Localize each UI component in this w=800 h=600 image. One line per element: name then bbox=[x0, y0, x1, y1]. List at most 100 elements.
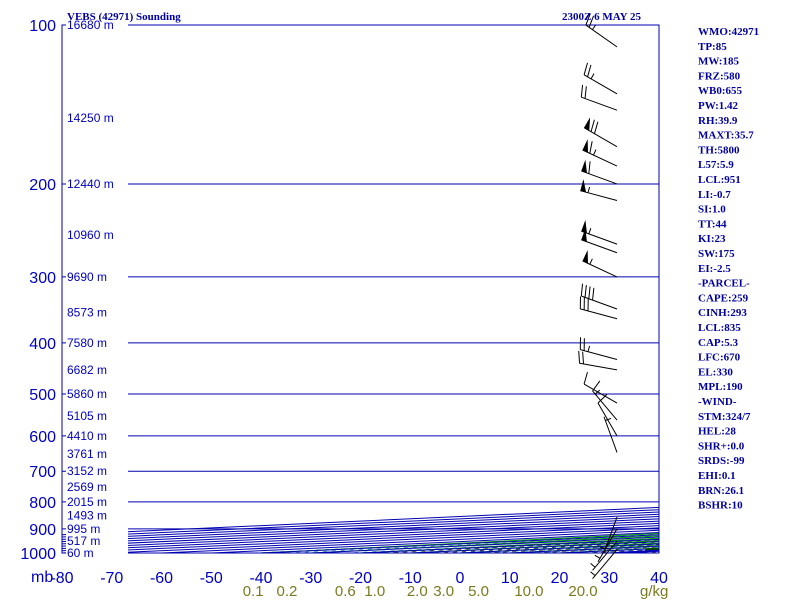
temperature-tick-label: -20 bbox=[349, 570, 372, 587]
pressure-unit-label: mb bbox=[31, 569, 53, 586]
sounding-parameters-panel: WMO:42971 TP:85 MW:185 FRZ:580 WB0:655 PW:1.4… bbox=[698, 26, 759, 512]
wind-barb-half-feather bbox=[587, 345, 591, 352]
mixing-ratio-tick-label: 3.0 bbox=[433, 583, 454, 600]
wind-barb-staff bbox=[583, 127, 618, 148]
wind-barb-half-feather bbox=[592, 24, 597, 30]
height-label-bg bbox=[66, 305, 128, 319]
wind-barb-half-feather bbox=[590, 571, 596, 576]
wind-barb-staff bbox=[582, 149, 618, 167]
wind-barb bbox=[581, 159, 618, 185]
height-label: 995 m bbox=[67, 522, 100, 536]
wind-barb-staff bbox=[582, 260, 618, 278]
wind-barb bbox=[580, 283, 618, 310]
height-label-bg bbox=[66, 521, 128, 535]
wind-barb bbox=[580, 84, 618, 111]
mixing-ratio-tick-label: 2.0 bbox=[407, 583, 428, 600]
wind-barb bbox=[582, 249, 618, 278]
wind-barb-staff bbox=[580, 190, 618, 202]
sounding-parameter: L57:5.9 bbox=[698, 159, 734, 171]
height-label: 60 m bbox=[67, 546, 94, 560]
wind-barb-feather bbox=[588, 15, 595, 28]
height-label-bg bbox=[66, 362, 128, 376]
sounding-parameter: -WIND- bbox=[698, 396, 737, 408]
wind-barb-half-feather bbox=[605, 417, 612, 421]
height-label: 6682 m bbox=[67, 363, 107, 377]
temperature-tick-label: 0 bbox=[456, 570, 465, 587]
height-label-bg bbox=[66, 428, 128, 442]
height-label-bg bbox=[66, 494, 128, 508]
pressure-tick-label: 200 bbox=[29, 177, 56, 194]
height-label: 8573 m bbox=[67, 305, 107, 319]
wind-barb-staff bbox=[581, 170, 618, 185]
wind-barb bbox=[583, 117, 618, 148]
temperature-tick-label: -60 bbox=[150, 570, 173, 587]
mixing-ratio-tick-label: 0.2 bbox=[277, 583, 298, 600]
height-label: 2015 m bbox=[67, 495, 107, 509]
height-label: 7580 m bbox=[67, 336, 107, 350]
temperature-tick-label: -70 bbox=[100, 570, 123, 587]
temperature-tick-label: -50 bbox=[200, 570, 223, 587]
temperature-tick-label: -80 bbox=[50, 570, 73, 587]
wind-barb-feather bbox=[588, 286, 591, 299]
wind-barb-feather bbox=[584, 86, 587, 99]
wind-barb bbox=[590, 540, 618, 571]
sounding-parameter: SHR+:0.0 bbox=[698, 440, 745, 452]
wind-barb-staff bbox=[597, 528, 618, 562]
wind-barb bbox=[603, 416, 618, 453]
sounding-parameter: TT:44 bbox=[698, 218, 727, 230]
height-label: 3761 m bbox=[67, 447, 107, 461]
wind-barb-feather bbox=[592, 380, 601, 392]
sounding-parameter: EL:330 bbox=[698, 366, 733, 378]
wind-barb-feather bbox=[597, 393, 608, 404]
sounding-parameter: BRN:26.1 bbox=[698, 485, 744, 497]
height-label-bg bbox=[66, 534, 128, 548]
sounding-parameter: LCL:835 bbox=[698, 322, 741, 334]
pressure-tick-label: 600 bbox=[29, 429, 56, 446]
wind-barb bbox=[590, 549, 618, 579]
mixing-ratio-unit-label: g/kg bbox=[640, 583, 668, 600]
height-label: 5105 m bbox=[67, 409, 107, 423]
wind-barb-half-feather bbox=[588, 228, 592, 235]
pressure-axis: 100 200 300 400 500 600 700 800 900 1000 bbox=[20, 18, 56, 563]
chart-title: VEBS (42971) Sounding bbox=[67, 11, 181, 23]
wind-barb-pennant bbox=[584, 117, 591, 131]
wind-barb-feather bbox=[594, 121, 599, 134]
sounding-parameter: FRZ:580 bbox=[698, 70, 741, 82]
mixing-ratio-tick-label: 0.6 bbox=[335, 583, 356, 600]
height-label-bg bbox=[66, 269, 128, 283]
mixing-ratio-tick-label: 5.0 bbox=[468, 583, 489, 600]
wind-barb-feather bbox=[582, 351, 585, 365]
temperature-tick-label: -10 bbox=[399, 570, 422, 587]
pressure-tick-label: 300 bbox=[29, 270, 56, 287]
height-label-bg bbox=[66, 508, 128, 522]
wind-barb bbox=[592, 380, 618, 421]
temperature-tick-label: 20 bbox=[551, 570, 569, 587]
temperature-tick-label: 10 bbox=[501, 570, 519, 587]
wind-barb-pennant bbox=[581, 159, 587, 173]
height-label: 14250 m bbox=[67, 111, 114, 125]
sounding-parameter: EHI:0.1 bbox=[698, 470, 736, 482]
wind-barb-staff bbox=[580, 308, 618, 320]
sounding-parameter: SI:1.0 bbox=[698, 204, 726, 216]
wind-barb-staff bbox=[580, 349, 618, 360]
wind-barb-half-feather bbox=[594, 389, 601, 395]
wind-barb-pennant bbox=[582, 139, 588, 153]
pressure-tick-label: 100 bbox=[29, 18, 56, 35]
mixing-ratio-tick-label: 10.0 bbox=[514, 583, 543, 600]
mixing-ratio-tick-label: 1.0 bbox=[364, 583, 385, 600]
height-label: 2569 m bbox=[67, 480, 107, 494]
sounding-parameter: LCL:951 bbox=[698, 174, 741, 186]
height-label: 16680 m bbox=[67, 18, 114, 32]
temperature-axis: -80 -70 -60 -50 -40 -30 -20 -10 0 10 20 30 40 bbox=[50, 570, 668, 587]
sounding-parameter: BSHR:10 bbox=[698, 500, 743, 512]
height-label-bg bbox=[66, 480, 128, 494]
wind-barb bbox=[580, 179, 618, 202]
height-label-bg bbox=[66, 408, 128, 422]
plot-frame bbox=[61, 24, 660, 554]
temperature-tick-label: 40 bbox=[650, 570, 668, 587]
wind-barb-feather bbox=[584, 284, 587, 298]
wind-barb-feather bbox=[580, 84, 584, 98]
sounding-parameter: PW:1.42 bbox=[698, 100, 739, 112]
height-label: 12440 m bbox=[67, 177, 114, 191]
